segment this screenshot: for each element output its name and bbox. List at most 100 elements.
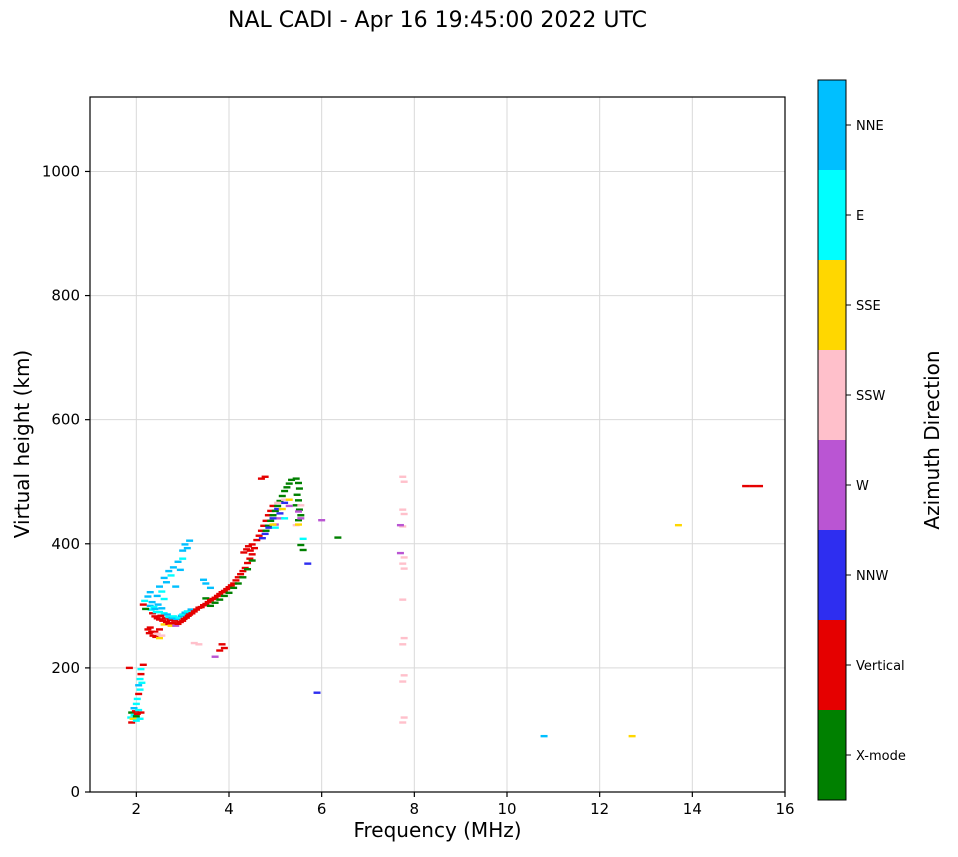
data-point <box>285 504 293 508</box>
data-point <box>281 489 289 493</box>
x-tick-label: 2 <box>132 800 142 818</box>
data-point <box>137 711 145 714</box>
data-point <box>274 507 282 511</box>
data-point <box>162 620 170 624</box>
colorbar-frame <box>817 79 847 801</box>
data-point <box>293 493 301 496</box>
x-tick-label: 4 <box>224 800 234 818</box>
data-point <box>243 548 251 551</box>
data-point <box>264 524 272 527</box>
x-tick-label: 14 <box>683 800 702 818</box>
data-point <box>151 607 159 611</box>
data-point <box>244 568 252 571</box>
colorbar-segment-NNE <box>818 80 846 171</box>
data-point <box>269 514 277 517</box>
data-point <box>246 557 254 560</box>
data-point <box>285 498 293 501</box>
data-point <box>288 478 296 482</box>
colorbar-tick-label: E <box>856 209 864 224</box>
data-point <box>156 610 163 614</box>
data-point <box>174 560 182 563</box>
data-point <box>274 501 282 505</box>
data-point <box>151 615 159 618</box>
data-point <box>130 713 138 717</box>
data-point <box>153 617 161 620</box>
data-point <box>202 597 210 600</box>
data-point <box>135 692 143 696</box>
data-point <box>269 504 277 508</box>
data-point <box>175 616 183 619</box>
data-point <box>149 612 157 615</box>
data-point <box>206 586 214 590</box>
data-point <box>227 584 235 587</box>
data-point <box>742 484 750 488</box>
data-point <box>136 717 144 720</box>
data-point <box>260 524 268 527</box>
data-point <box>202 582 210 585</box>
colorbar-tick-label: NNE <box>856 119 884 134</box>
data-point <box>248 559 256 562</box>
data-point <box>271 509 279 513</box>
data-point <box>225 586 233 589</box>
data-point <box>193 608 201 611</box>
data-point <box>253 538 261 542</box>
data-point <box>265 526 273 529</box>
data-point <box>151 630 159 634</box>
data-point <box>399 562 407 565</box>
data-point <box>283 486 291 489</box>
data-point <box>295 523 302 526</box>
data-point <box>165 569 173 573</box>
data-point <box>144 595 152 598</box>
data-point <box>197 605 205 609</box>
data-point <box>182 616 190 619</box>
data-point <box>295 510 302 513</box>
data-point <box>186 539 194 542</box>
data-point <box>399 680 407 683</box>
data-point <box>297 504 305 507</box>
data-point <box>132 719 140 722</box>
data-point <box>132 715 140 718</box>
data-point <box>163 613 171 616</box>
data-point <box>225 591 233 595</box>
data-point <box>304 562 312 565</box>
data-point <box>186 613 194 616</box>
colorbar-segment-E <box>818 170 846 261</box>
data-point <box>216 592 224 596</box>
data-point <box>400 674 408 677</box>
data-point <box>177 614 185 617</box>
data-point <box>168 617 176 620</box>
colorbar-tick-label: Vertical <box>856 659 905 674</box>
data-point <box>137 667 145 671</box>
y-tick-label: 800 <box>51 287 80 305</box>
data-point <box>138 681 146 684</box>
data-point <box>264 514 272 517</box>
x-tick-label: 10 <box>497 800 516 818</box>
data-point <box>213 594 221 598</box>
data-point <box>159 619 167 622</box>
data-point <box>153 632 161 635</box>
data-point <box>156 585 163 588</box>
data-point <box>269 517 277 520</box>
data-point <box>234 582 242 585</box>
data-point <box>297 514 305 517</box>
colorbar-tick-label: X-mode <box>856 749 906 764</box>
colorbar-segment-SSE <box>818 260 846 351</box>
data-point <box>147 608 155 611</box>
data-point <box>281 501 289 505</box>
data-point <box>756 484 764 488</box>
data-point <box>255 534 263 537</box>
data-point <box>132 702 140 706</box>
data-point <box>239 576 247 579</box>
data-point <box>179 613 187 616</box>
data-point <box>188 612 196 615</box>
data-point <box>131 710 139 713</box>
data-point <box>190 641 198 645</box>
data-point <box>211 655 219 658</box>
data-point <box>261 532 269 536</box>
data-point <box>216 598 224 601</box>
data-point <box>239 569 247 573</box>
data-point <box>160 623 168 626</box>
data-point <box>400 716 408 719</box>
